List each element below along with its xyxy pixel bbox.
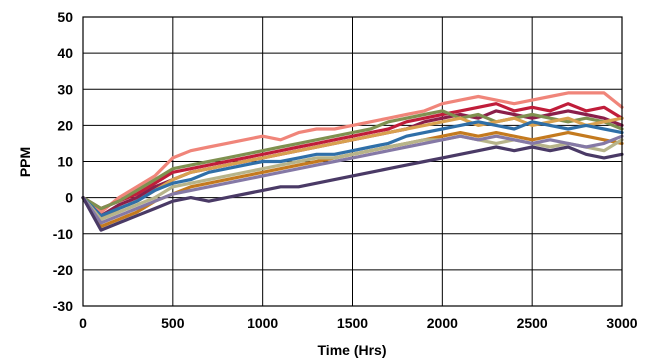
x-tick-label: 2500 bbox=[517, 315, 548, 331]
y-tick-label: 10 bbox=[57, 154, 73, 170]
series-line-1 bbox=[81, 91, 624, 214]
y-tick-label: 0 bbox=[65, 190, 73, 206]
y-tick-labels: -30 -20 -10 0 10 20 30 40 50 bbox=[53, 9, 73, 314]
y-tick-label: 20 bbox=[57, 117, 73, 133]
x-tick-label: 2000 bbox=[427, 315, 458, 331]
x-tick-label: 1000 bbox=[247, 315, 278, 331]
x-tick-label: 1500 bbox=[337, 315, 368, 331]
y-tick-label: -30 bbox=[53, 298, 73, 314]
x-tick-label: 500 bbox=[161, 315, 185, 331]
series-line-10 bbox=[81, 145, 624, 232]
y-tick-label: -10 bbox=[53, 226, 73, 242]
series-line-9 bbox=[81, 134, 624, 225]
y-tick-label: 50 bbox=[57, 9, 73, 25]
series-group bbox=[81, 91, 624, 232]
plot-frame bbox=[82, 16, 623, 307]
series-line-4 bbox=[81, 109, 624, 211]
series-line-6 bbox=[81, 120, 624, 218]
x-tick-labels: 0 500 1000 1500 2000 2500 3000 bbox=[79, 315, 638, 331]
y-tick-label: 40 bbox=[57, 45, 73, 61]
x-axis-title: Time (Hrs) bbox=[318, 342, 387, 358]
y-tick-label: 30 bbox=[57, 81, 73, 97]
y-axis-title: PPM bbox=[17, 147, 33, 177]
y-tick-label: -20 bbox=[53, 262, 73, 278]
series-line-5 bbox=[81, 116, 624, 221]
x-tick-label: 0 bbox=[79, 315, 87, 331]
x-tick-label: 3000 bbox=[606, 315, 637, 331]
series-line-2 bbox=[81, 102, 624, 211]
